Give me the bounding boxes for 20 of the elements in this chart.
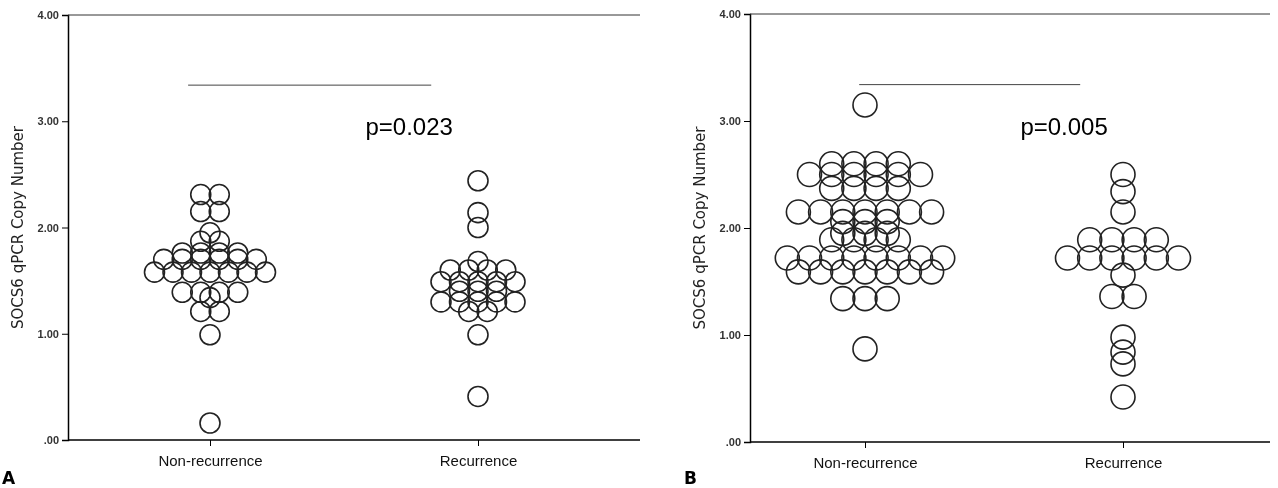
text: B <box>684 468 697 488</box>
text: A <box>2 468 16 488</box>
y-axis-title: SOCS6 qPCR Copy Number <box>9 125 27 329</box>
y-tick-label: 1.00 <box>719 329 741 342</box>
y-tick-label: 3.00 <box>37 115 59 128</box>
x-tick-label: Recurrence <box>1084 453 1163 471</box>
x-tick-label: Non-recurrence <box>158 451 263 469</box>
y-tick-label: 4.00 <box>37 9 59 22</box>
y-tick-label: 2.00 <box>719 222 741 235</box>
y-tick-label: 4.00 <box>719 8 741 21</box>
x-tick-label: Non-recurrence <box>813 453 918 471</box>
x-tick-label: Recurrence <box>439 451 518 469</box>
annotation: p=0.005 <box>1020 112 1108 140</box>
y-tick-label: 1.00 <box>37 327 59 340</box>
y-tick-label: .00 <box>725 436 741 449</box>
y-tick-label: .00 <box>43 434 59 447</box>
y-tick-label: 3.00 <box>719 115 741 128</box>
y-axis-title: SOCS6 qPCR Copy Number <box>691 125 709 330</box>
y-tick-label: 2.00 <box>37 221 59 234</box>
annotation: p=0.023 <box>365 113 453 141</box>
